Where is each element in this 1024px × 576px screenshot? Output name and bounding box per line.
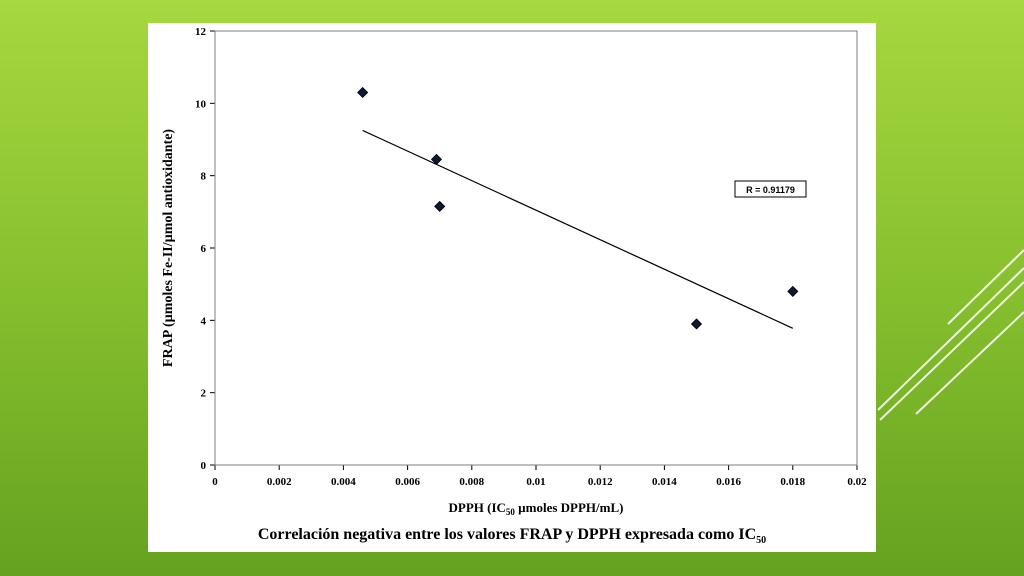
chart-caption: Correlación negativa entre los valores F…	[148, 526, 876, 546]
chart-panel: 0 0.002 0.004 0.006 0.008 0.01 0.012 0.014 0.016…	[148, 23, 876, 552]
data-point	[430, 153, 443, 165]
x-tick-label: 0	[212, 476, 218, 488]
scatter-chart: 0 0.002 0.004 0.006 0.008 0.01 0.012 0.014 0.016…	[161, 26, 867, 517]
data-point	[690, 318, 703, 330]
r-annotation-box	[734, 180, 807, 198]
r-annotation: R = 0.91179	[734, 180, 807, 198]
x-tick-label: 0.02	[847, 476, 867, 488]
plot-area-frame	[214, 30, 858, 466]
r-annotation-text: R = 0.91179	[746, 185, 795, 195]
y-tick-label: 6	[201, 243, 207, 255]
x-axis-ticks: 0 0.002 0.004 0.006 0.008 0.01 0.012 0.014 0.016…	[212, 465, 867, 488]
x-axis-label: DPPH (IC50 µmoles DPPH/mL)	[448, 500, 623, 517]
x-axis-label-post: µmoles DPPH/mL)	[515, 500, 624, 515]
x-tick-label: 0.014	[652, 476, 677, 488]
y-tick-label: 4	[201, 315, 207, 327]
x-tick-label: 0.006	[395, 476, 420, 488]
y-tick-label: 2	[201, 388, 207, 400]
y-tick-label: 0	[201, 460, 207, 472]
x-tick-label: 0.002	[267, 476, 292, 488]
y-tick-label: 12	[195, 26, 207, 38]
data-points	[357, 86, 799, 330]
x-axis-label-sub: 50	[506, 507, 516, 517]
x-tick-label: 0.016	[716, 476, 741, 488]
data-point	[357, 86, 369, 99]
x-tick-label: 0.01	[526, 476, 545, 488]
data-point	[787, 285, 799, 297]
y-tick-label: 10	[195, 98, 207, 110]
x-tick-label: 0.004	[331, 476, 356, 488]
caption-text: Correlación negativa entre los valores F…	[257, 526, 757, 543]
x-tick-label: 0.018	[780, 476, 805, 488]
y-axis-label: FRAP (µmoles Fe-II/µmol antioxidante)	[161, 129, 176, 368]
y-axis-ticks: 0 2 4 6 8 10 12	[195, 26, 215, 472]
caption-sub: 50	[756, 535, 767, 547]
y-tick-label: 8	[201, 171, 207, 183]
x-axis-label-pre: DPPH (IC	[448, 500, 505, 515]
x-tick-label: 0.012	[588, 476, 613, 488]
trendline	[362, 129, 794, 329]
data-point	[434, 200, 446, 212]
x-tick-label: 0.008	[459, 476, 484, 488]
